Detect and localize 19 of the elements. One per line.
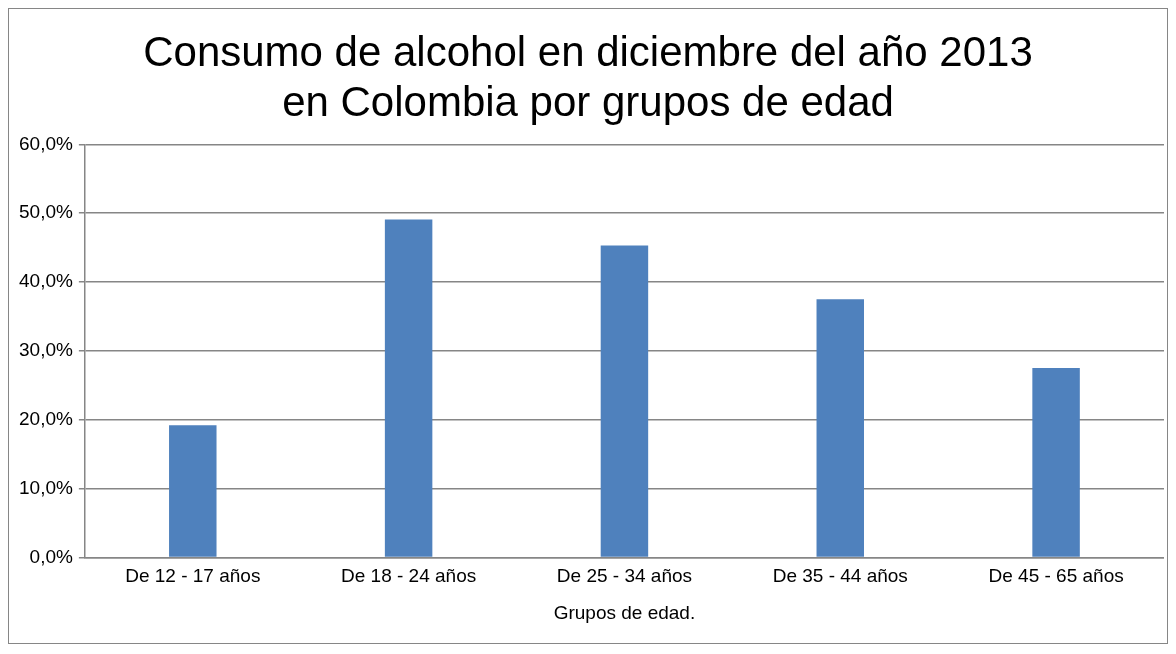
x-tick-label: De 18 - 24 años bbox=[341, 565, 477, 587]
x-tick-label: De 45 - 65 años bbox=[988, 565, 1124, 587]
bar bbox=[384, 219, 433, 557]
y-tick-label: 20,0% bbox=[19, 407, 73, 429]
chart-title: Consumo de alcohol en diciembre del año 2013 en Colombia por grupos de edad bbox=[142, 27, 1034, 127]
x-tick-label: De 35 - 44 años bbox=[772, 565, 908, 587]
y-tick-label: 50,0% bbox=[19, 201, 73, 223]
bar bbox=[816, 299, 864, 557]
y-tick-label: 30,0% bbox=[19, 339, 73, 361]
bar bbox=[169, 425, 217, 557]
x-tick-label: De 25 - 34 años bbox=[556, 565, 693, 587]
x-axis-title: Grupos de edad. bbox=[553, 601, 696, 623]
y-tick-label: 60,0% bbox=[19, 132, 73, 154]
y-tick-label: 40,0% bbox=[19, 270, 73, 292]
bar bbox=[600, 245, 649, 557]
y-tick-label: 0,0% bbox=[29, 545, 73, 567]
y-tick-label: 10,0% bbox=[19, 476, 73, 498]
x-tick-label: De 12 - 17 años bbox=[125, 565, 261, 587]
bar bbox=[1032, 368, 1080, 557]
